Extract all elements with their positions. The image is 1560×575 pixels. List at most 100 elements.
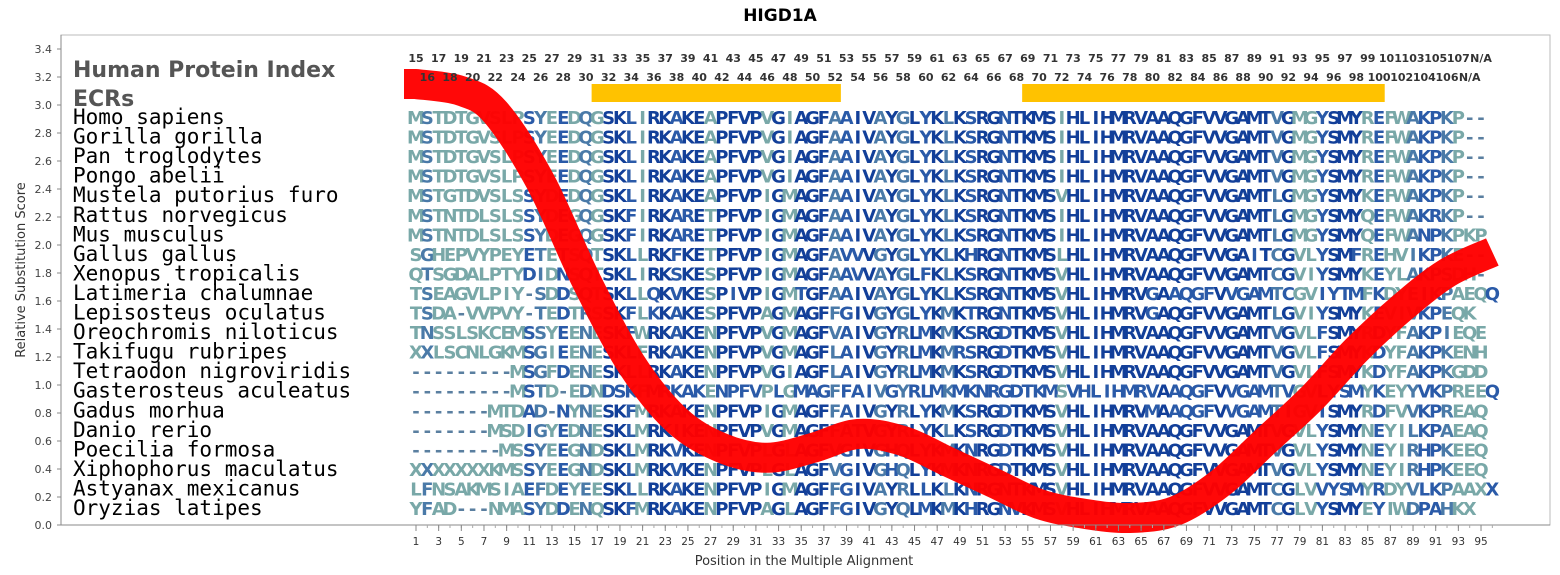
residue: R [976, 186, 990, 207]
residue: Y [918, 108, 933, 129]
residue: P [749, 362, 762, 383]
residue: K [1021, 323, 1036, 344]
residue: M [1109, 186, 1127, 207]
residue: A [840, 401, 854, 422]
residue: S [489, 167, 502, 188]
residue: E [546, 304, 558, 325]
residue: V [1213, 225, 1227, 246]
residue: R [896, 362, 910, 383]
residue: V [1202, 304, 1216, 325]
residue: R [896, 401, 910, 422]
residue: A [1157, 225, 1171, 246]
residue: - [1466, 128, 1473, 149]
residue: A [840, 323, 854, 344]
residue: H [1100, 460, 1115, 481]
protein-index-label: 87 [1224, 52, 1239, 65]
residue: A [1157, 362, 1171, 383]
residue: N [465, 343, 480, 364]
residue: L [626, 440, 637, 461]
residue: G [771, 284, 786, 305]
residue: I [639, 206, 646, 227]
residue: G [771, 245, 786, 266]
residue: H [1100, 128, 1115, 149]
residue: L [943, 206, 954, 227]
residue: Q [1179, 284, 1194, 305]
residue: E [1373, 264, 1385, 285]
residue: Y [884, 362, 899, 383]
residue: D [1372, 362, 1387, 383]
residue: A [1236, 362, 1250, 383]
residue: E [557, 460, 569, 481]
residue: H [1417, 440, 1432, 461]
residue: M [781, 421, 799, 442]
residue: D [510, 421, 525, 442]
residue: K [613, 225, 628, 246]
protein-index-label: 103 [1402, 52, 1425, 65]
residue: I [855, 304, 862, 325]
residue: G [896, 245, 911, 266]
residue: S [1327, 499, 1340, 520]
residue: R [1429, 206, 1443, 227]
residue: S [602, 421, 615, 442]
residue: S [1327, 401, 1340, 422]
residue: S [1327, 225, 1340, 246]
residue: M [1109, 323, 1127, 344]
residue: P [749, 108, 762, 129]
residue: D [544, 382, 559, 403]
residue: G [873, 245, 888, 266]
residue: V [1202, 362, 1216, 383]
residue: N [431, 479, 446, 500]
x-tick-label: 5 [458, 536, 465, 548]
residue: V [1134, 245, 1148, 266]
residue: M [1030, 225, 1048, 246]
residue: P [1429, 128, 1442, 149]
residue: X [454, 460, 468, 481]
residue: - [446, 421, 453, 442]
residue: - [1477, 128, 1484, 149]
residue: K [930, 499, 945, 520]
residue: I [730, 284, 737, 305]
residue: G [771, 362, 786, 383]
species-name: Astyanax mexicanus [73, 476, 301, 500]
residue: R [908, 382, 922, 403]
residue: V [1202, 421, 1216, 442]
residue: T [1010, 440, 1023, 461]
y-tick-label: 3.2 [35, 71, 53, 84]
residue: F [727, 128, 739, 149]
residue: G [590, 206, 605, 227]
residue: I [1092, 362, 1099, 383]
residue: V [1304, 284, 1318, 305]
residue: E [591, 401, 603, 422]
species-name: Pan troglodytes [73, 144, 263, 168]
residue: L [1079, 284, 1090, 305]
residue: K [930, 245, 945, 266]
residue: A [704, 108, 718, 129]
species-name: Oryzias latipes [73, 496, 263, 520]
residue: K [930, 128, 945, 149]
species-name: Xiphophorus maculatus [73, 457, 339, 481]
residue: S [1044, 128, 1057, 149]
residue: M [1336, 264, 1354, 285]
residue: A [1157, 440, 1171, 461]
protein-index-label: 48 [782, 71, 797, 84]
residue: I [764, 264, 771, 285]
residue: L [1079, 362, 1090, 383]
residue: M [407, 225, 425, 246]
residue: S [511, 460, 524, 481]
residue: N [998, 264, 1013, 285]
protein-index-label: 29 [567, 52, 582, 65]
residue: V [1202, 167, 1216, 188]
residue: L [909, 499, 920, 520]
residue: Q [578, 147, 593, 168]
residue: N [703, 323, 718, 344]
residue: R [976, 284, 990, 305]
residue: A [874, 479, 888, 500]
residue: L [943, 147, 954, 168]
residue: A [1145, 421, 1159, 442]
residue: V [862, 401, 876, 422]
residue: S [602, 440, 615, 461]
residue: M [940, 343, 958, 364]
residue: F [727, 323, 739, 344]
protein-index-label: 101 [1379, 52, 1402, 65]
protein-index-label: 34 [624, 71, 640, 84]
